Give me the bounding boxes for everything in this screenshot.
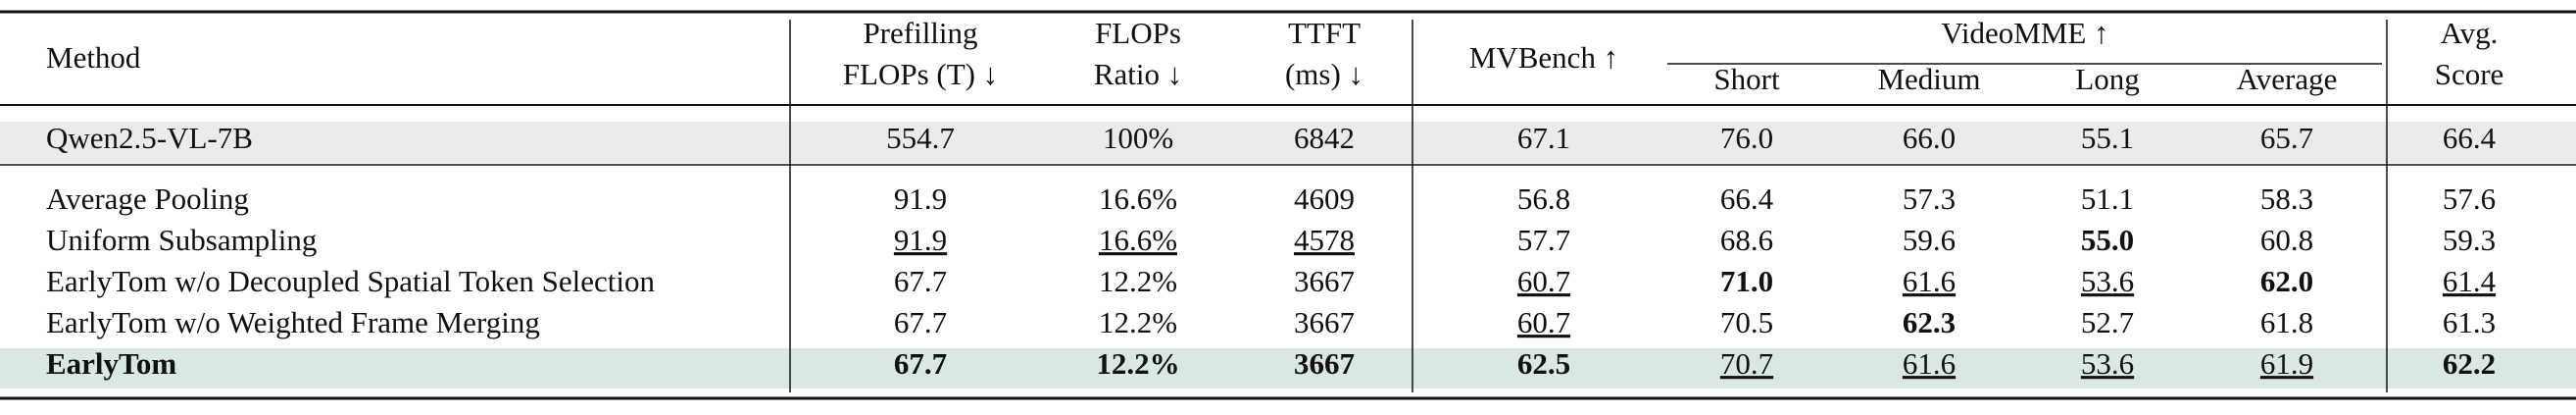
cell-value: 60.7 — [1517, 264, 1570, 298]
cell-value: 62.2 — [2443, 346, 2496, 381]
cell-value: 16.6% — [1099, 223, 1177, 257]
column-header: Long — [2075, 62, 2139, 96]
baseline-row-bg — [0, 122, 2576, 163]
cell-value: 55.0 — [2081, 223, 2134, 257]
column-header: (ms) ↓ — [1285, 57, 1363, 91]
cell-value: 68.6 — [1720, 223, 1773, 257]
cell-value: 58.3 — [2260, 182, 2313, 216]
cell-value: 66.4 — [2443, 121, 2497, 155]
cell-value: 61.9 — [2260, 346, 2313, 381]
cell-value: 65.7 — [2260, 121, 2313, 155]
cell-value: 12.2% — [1099, 305, 1177, 339]
cell-value: 12.2% — [1096, 346, 1179, 381]
cell-value: 59.3 — [2443, 223, 2496, 257]
cell-value: 61.6 — [1903, 264, 1956, 298]
cell-value: 4609 — [1294, 182, 1355, 216]
column-header: MVBench ↑ — [1469, 40, 1618, 75]
method-name: EarlyTom w/o Decoupled Spatial Token Sel… — [46, 264, 655, 298]
cell-value: 70.5 — [1720, 305, 1773, 339]
cell-value: 12.2% — [1099, 264, 1177, 298]
cell-value: 554.7 — [886, 121, 955, 155]
cell-value: 60.7 — [1517, 305, 1570, 339]
cell-value: 6842 — [1294, 121, 1355, 155]
column-header: FLOPs — [1095, 16, 1181, 50]
cell-value: 51.1 — [2081, 182, 2134, 216]
cell-value: 3667 — [1294, 264, 1355, 298]
cell-value: 67.7 — [894, 264, 947, 298]
cell-value: 70.7 — [1720, 346, 1773, 381]
cell-value: 61.3 — [2443, 305, 2496, 339]
cell-value: 62.0 — [2260, 264, 2313, 298]
column-header: Average — [2237, 62, 2338, 96]
cell-value: 3667 — [1294, 305, 1355, 339]
method-name: Uniform Subsampling — [46, 223, 317, 257]
cell-value: 66.0 — [1903, 121, 1956, 155]
cell-value: 67.7 — [894, 305, 947, 339]
column-header: Avg. — [2441, 16, 2499, 50]
column-header: Method — [46, 40, 141, 75]
method-name: EarlyTom — [46, 346, 176, 381]
highlight-row-bg — [0, 348, 2576, 389]
cell-value: 61.4 — [2443, 264, 2497, 298]
cell-value: 60.8 — [2260, 223, 2313, 257]
cell-value: 100% — [1103, 121, 1173, 155]
group-header: VideoMME ↑ — [1941, 16, 2108, 50]
column-header: Ratio ↓ — [1094, 57, 1182, 91]
cell-value: 66.4 — [1720, 182, 1774, 216]
cell-value: 59.6 — [1903, 223, 1956, 257]
cell-value: 53.6 — [2081, 346, 2134, 381]
column-header: Short — [1713, 62, 1780, 96]
cell-value: 67.7 — [894, 346, 947, 381]
cell-value: 62.5 — [1517, 346, 1570, 381]
column-header: Score — [2435, 57, 2504, 91]
method-name: EarlyTom w/o Weighted Frame Merging — [46, 305, 540, 339]
cell-value: 53.6 — [2081, 264, 2134, 298]
column-header: Prefilling — [863, 16, 977, 50]
cell-value: 67.1 — [1517, 121, 1570, 155]
cell-value: 55.1 — [2081, 121, 2134, 155]
method-name: Average Pooling — [46, 182, 249, 216]
cell-value: 4578 — [1294, 223, 1355, 257]
cell-value: 76.0 — [1720, 121, 1773, 155]
cell-value: 57.6 — [2443, 182, 2496, 216]
cell-value: 91.9 — [894, 182, 947, 216]
column-header: TTFT — [1288, 16, 1361, 50]
column-header: FLOPs (T) ↓ — [843, 57, 998, 91]
cell-value: 61.6 — [1903, 346, 1956, 381]
cell-value: 3667 — [1294, 346, 1355, 381]
method-name: Qwen2.5-VL-7B — [46, 121, 253, 155]
cell-value: 56.8 — [1517, 182, 1570, 216]
cell-value: 61.8 — [2260, 305, 2313, 339]
cell-value: 62.3 — [1903, 305, 1956, 339]
cell-value: 57.7 — [1517, 223, 1570, 257]
cell-value: 52.7 — [2081, 305, 2134, 339]
column-header: Medium — [1877, 62, 1980, 96]
cell-value: 91.9 — [894, 223, 947, 257]
cell-value: 57.3 — [1903, 182, 1956, 216]
cell-value: 16.6% — [1099, 182, 1177, 216]
cell-value: 71.0 — [1720, 264, 1773, 298]
